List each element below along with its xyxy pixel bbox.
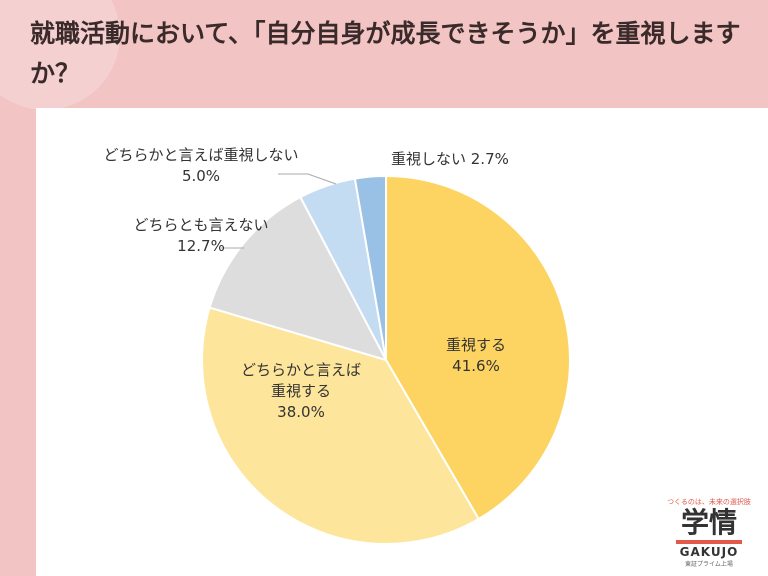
logo-subline: 東証プライム上場	[685, 561, 733, 568]
leader-line	[278, 173, 337, 185]
logo-name: 学情	[680, 506, 737, 539]
pie-slice	[385, 174, 571, 521]
page-title: 就職活動において、「自分自身が成長できそうか」を重視しますか？	[30, 19, 741, 88]
logo-bar	[676, 540, 742, 544]
slice-label: どちらとも言えない 12.7%	[133, 216, 268, 255]
slice-label: 重視する 41.6%	[446, 336, 506, 375]
slice-label: どちらかと言えば重視する 38.0%	[241, 361, 361, 421]
logo-name-en: GAKUJO	[679, 545, 739, 559]
chart-panel: 重視する 41.6% どちらかと言えば重視する 38.0% どちらとも言えない 12.7%…	[36, 108, 768, 576]
pie-slice	[208, 195, 388, 362]
logo-tagline: つくるのは、未来の選択肢	[667, 498, 751, 506]
slice-label: どちらかと言えば重視しない 5.0%	[103, 146, 298, 185]
gakujo-logo: つくるのは、未来の選択肢 学情 GAKUJO 東証プライム上場	[664, 497, 754, 568]
pie-slice	[201, 306, 481, 545]
slice-label: 重視しない 2.7%	[391, 150, 509, 168]
pie-chart: 重視する 41.6% どちらかと言えば重視する 38.0% どちらとも言えない 12.7%…	[103, 146, 571, 545]
pie-slice	[353, 174, 387, 361]
